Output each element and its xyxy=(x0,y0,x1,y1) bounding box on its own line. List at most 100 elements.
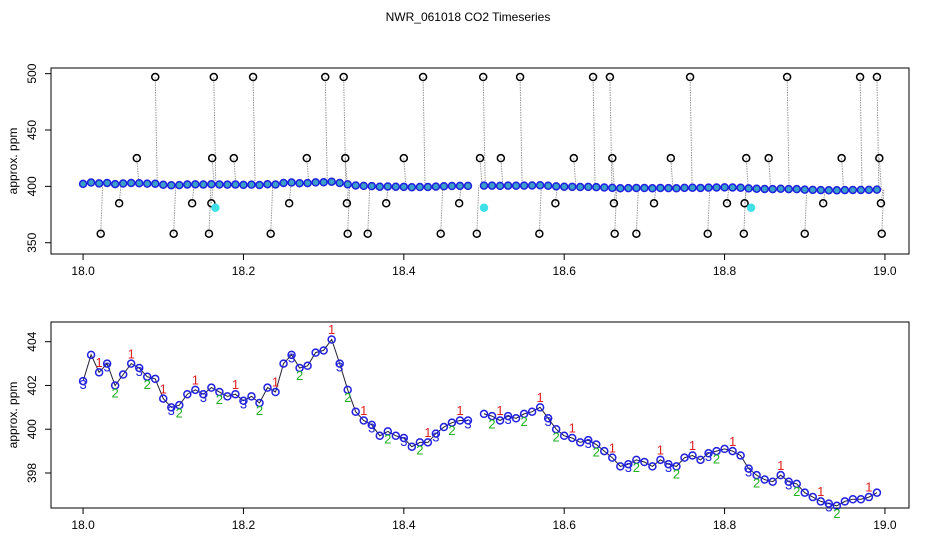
point xyxy=(78,179,88,189)
point xyxy=(302,153,312,163)
chart-title: NWR_061018 CO2 Timeseries xyxy=(386,10,551,24)
point xyxy=(335,178,344,188)
point-marker: 3 xyxy=(400,434,407,449)
point-marker: 3 xyxy=(464,416,471,431)
drop-line xyxy=(233,158,237,185)
drop-line xyxy=(422,77,426,188)
point xyxy=(688,183,697,192)
point xyxy=(837,153,846,163)
point-marker: 1 xyxy=(537,390,544,405)
point xyxy=(363,229,372,238)
point-marker: 1 xyxy=(817,484,824,499)
point xyxy=(114,199,124,208)
point xyxy=(608,183,617,193)
y-axis-label: approx. ppm xyxy=(6,128,20,195)
point xyxy=(335,359,344,368)
point xyxy=(551,199,560,208)
point xyxy=(515,72,525,82)
point xyxy=(672,184,681,193)
point xyxy=(223,392,232,401)
drop-line xyxy=(100,183,104,234)
y-tick-label: 400 xyxy=(25,419,39,439)
point xyxy=(479,203,489,213)
point-marker: 3 xyxy=(432,429,439,444)
point xyxy=(739,229,749,238)
point xyxy=(559,182,569,191)
point xyxy=(287,178,296,187)
point xyxy=(284,199,294,208)
point xyxy=(343,180,352,189)
point xyxy=(375,182,385,191)
point xyxy=(327,177,336,186)
drop-line xyxy=(726,187,730,204)
point xyxy=(479,181,489,190)
point xyxy=(685,72,695,82)
point xyxy=(872,185,882,194)
point xyxy=(215,387,224,397)
x-tick-label: 18.2 xyxy=(232,518,256,532)
point-marker: 3 xyxy=(104,359,111,374)
drop-line xyxy=(476,185,480,234)
point xyxy=(187,199,197,208)
point xyxy=(86,350,96,360)
point-marker: 3 xyxy=(504,412,511,427)
point-marker: 3 xyxy=(665,460,672,475)
point xyxy=(720,444,729,454)
point xyxy=(519,409,529,419)
point xyxy=(567,433,577,443)
y-tick-label: 402 xyxy=(25,375,39,395)
point-marker: 2 xyxy=(673,467,680,482)
point xyxy=(632,183,641,193)
point xyxy=(800,488,810,497)
point xyxy=(704,183,713,192)
point xyxy=(110,179,120,189)
point xyxy=(311,348,320,357)
drop-line xyxy=(822,190,826,204)
drop-line xyxy=(743,187,747,234)
point xyxy=(423,438,433,447)
point xyxy=(132,153,142,163)
point xyxy=(150,179,160,189)
point xyxy=(527,407,537,416)
point-marker: 3 xyxy=(825,499,832,514)
point xyxy=(519,181,529,190)
point xyxy=(447,181,457,191)
x-tick-label: 18.6 xyxy=(553,518,577,532)
point xyxy=(495,416,505,425)
point xyxy=(343,385,352,395)
point xyxy=(229,153,239,163)
point xyxy=(688,451,697,460)
point xyxy=(271,180,280,189)
point xyxy=(159,394,168,403)
point xyxy=(199,389,208,399)
point xyxy=(472,229,482,238)
point xyxy=(94,179,104,188)
point xyxy=(167,403,176,412)
point xyxy=(752,470,761,480)
point xyxy=(263,383,272,392)
point xyxy=(487,411,497,421)
point-marker: 2 xyxy=(793,484,800,499)
point-marker: 2 xyxy=(520,414,527,429)
point xyxy=(782,72,792,82)
point xyxy=(503,181,513,190)
point xyxy=(543,181,553,191)
drop-line xyxy=(519,77,523,186)
point xyxy=(167,180,176,190)
point xyxy=(303,178,312,188)
point xyxy=(263,179,272,189)
point xyxy=(436,229,445,238)
point-marker: 3 xyxy=(585,436,592,451)
point xyxy=(600,183,609,192)
point xyxy=(423,182,433,192)
point xyxy=(110,381,120,390)
point xyxy=(439,182,449,191)
drop-line xyxy=(592,77,596,188)
point-marker: 2 xyxy=(384,432,391,447)
point xyxy=(142,179,152,188)
drop-line xyxy=(859,77,863,190)
point-marker: 3 xyxy=(288,351,295,366)
point-marker: 3 xyxy=(785,478,792,493)
point xyxy=(559,431,569,441)
point xyxy=(86,178,96,187)
